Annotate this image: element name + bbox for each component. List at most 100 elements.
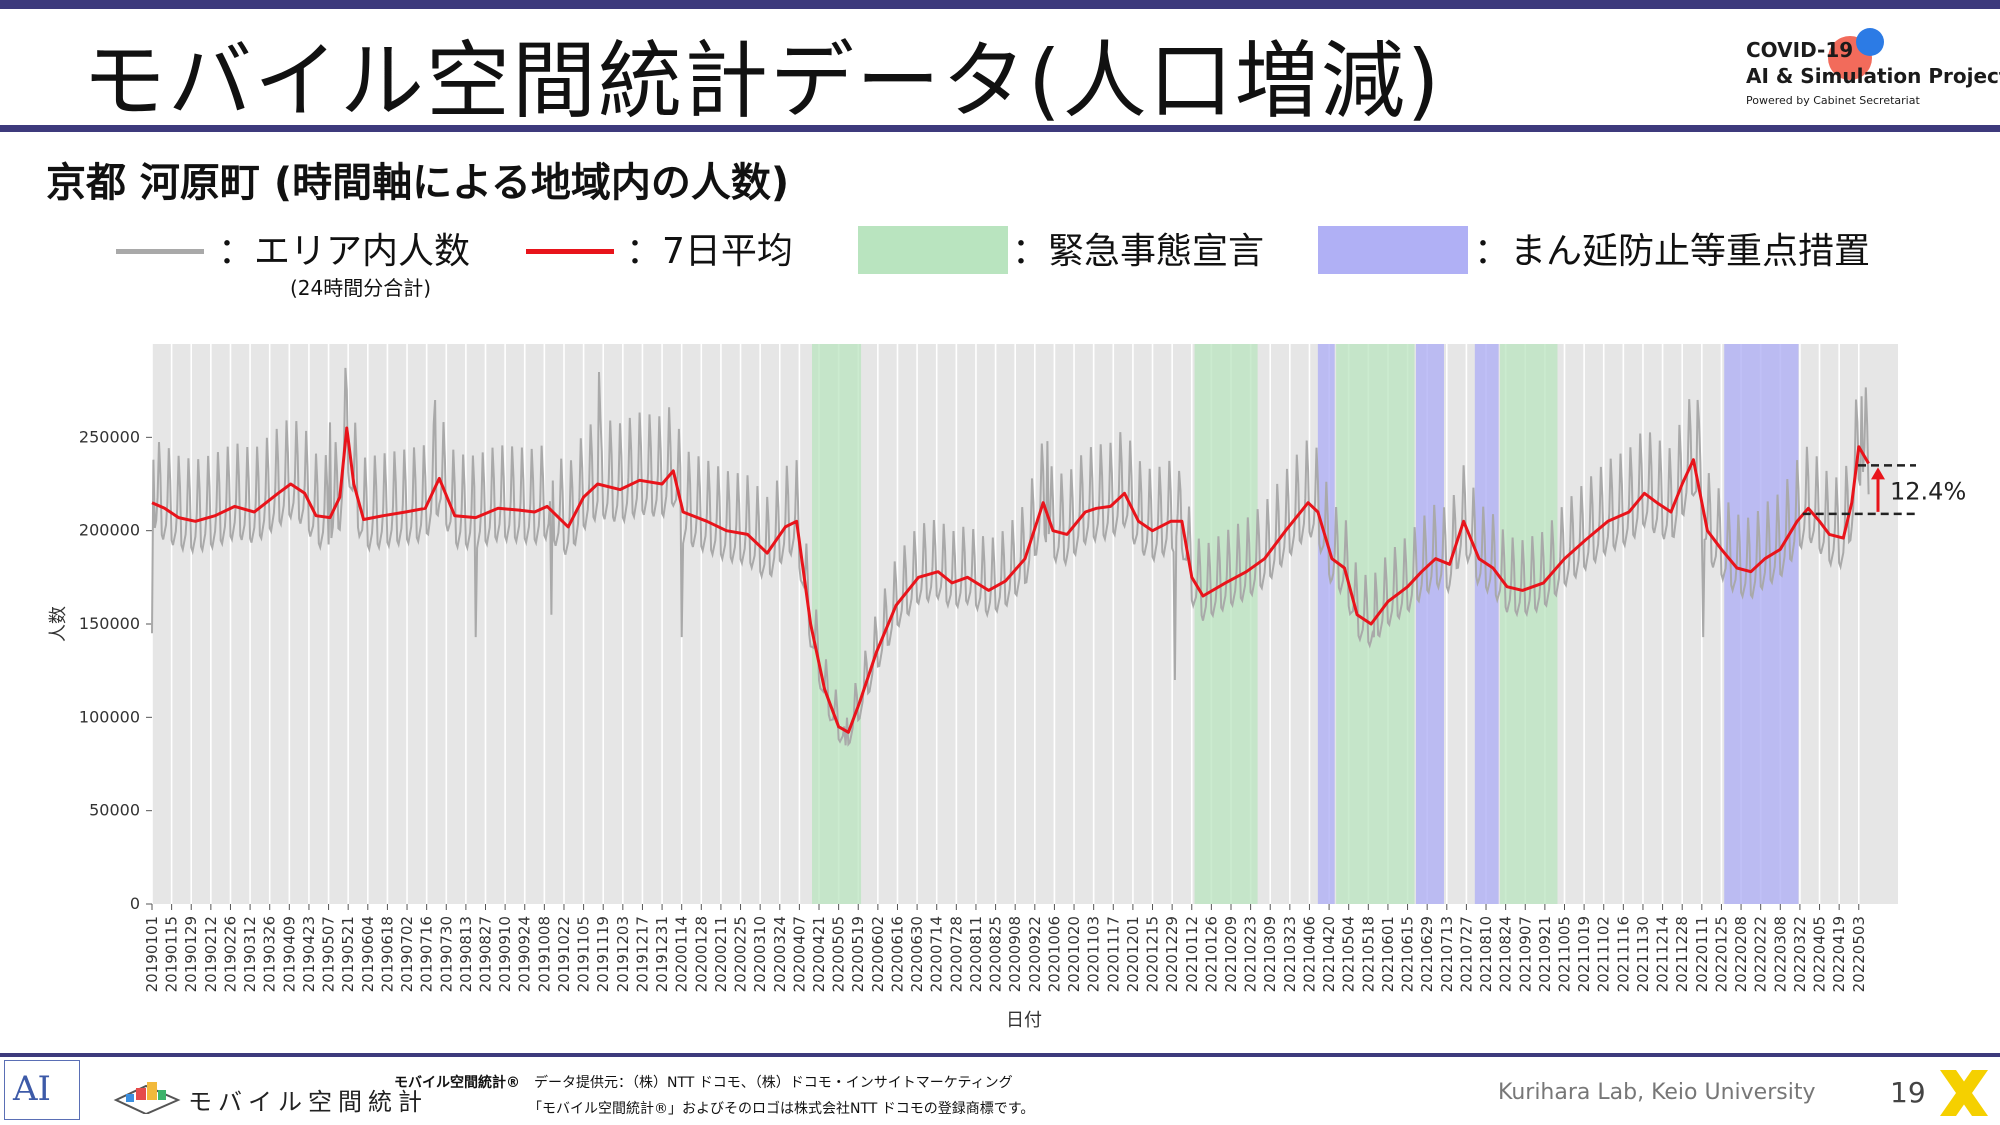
emergency-period-band [1500, 344, 1558, 904]
x-tick-label: 20200908 [1006, 916, 1024, 992]
x-tick-label: 20220308 [1771, 916, 1789, 992]
x-tick-label: 20210504 [1340, 916, 1358, 992]
x-tick-label: 20201020 [1065, 916, 1083, 992]
x-tick-label: 20191119 [594, 916, 612, 992]
x-tick-label: 20200324 [771, 916, 789, 992]
x-tick-label: 20200728 [947, 916, 965, 992]
x-tick-label: 20200602 [869, 916, 887, 992]
bottom-rule [0, 1053, 2000, 1057]
emergency-period-band [1336, 344, 1415, 904]
x-tick-label: 20201229 [1163, 916, 1181, 992]
x-brand-logo-icon [1940, 1070, 1988, 1116]
y-tick-label: 150000 [79, 614, 140, 633]
x-tick-label: 20190827 [477, 916, 495, 992]
x-tick-label: 20201103 [1085, 916, 1103, 992]
priority-period-band [1474, 344, 1499, 904]
x-tick-label: 20210126 [1202, 916, 1220, 992]
x-tick-label: 20200630 [908, 916, 926, 992]
logo-blue-circle-icon [1856, 28, 1884, 56]
x-tick-label: 20200310 [751, 916, 769, 992]
x-tick-label: 20190910 [496, 916, 514, 992]
x-tick-label: 20191022 [555, 916, 573, 992]
x-tick-label: 20220405 [1811, 916, 1829, 992]
x-tick-label: 20210406 [1300, 916, 1318, 992]
x-tick-label: 20190716 [418, 916, 436, 992]
x-tick-label: 20190604 [359, 916, 377, 992]
x-tick-label: 20211116 [1614, 916, 1632, 992]
x-tick-label: 20210713 [1438, 916, 1456, 992]
x-tick-label: 20210810 [1477, 916, 1495, 992]
x-tick-label: 20191203 [614, 916, 632, 992]
x-tick-label: 20190924 [516, 916, 534, 992]
ai-lab-logo-text: AI [13, 1069, 51, 1109]
period-bands [812, 344, 1799, 904]
x-tick-label: 20211228 [1673, 916, 1691, 992]
x-tick-label: 20191217 [633, 916, 651, 992]
mobile-stats-logo-text: モバイル空間統計 [188, 1088, 428, 1116]
project-logo-line2: AI & Simulation Project [1746, 64, 2000, 88]
legend-avg-swatch [526, 249, 614, 254]
x-tick-label: 20211214 [1654, 916, 1672, 992]
priority-period-band [1317, 344, 1335, 904]
x-tick-label: 20210921 [1536, 916, 1554, 992]
x-tick-label: 20200505 [830, 916, 848, 992]
y-tick-label: 200000 [79, 521, 140, 540]
avg7-line [151, 426, 1870, 734]
x-tick-label: 20200114 [673, 916, 691, 992]
title-rule [0, 125, 2000, 132]
x-tick-label: 20200616 [888, 916, 906, 992]
x-tick-label: 20190115 [163, 916, 181, 992]
y-tick-label: 50000 [89, 801, 140, 820]
x-tick-label: 20220503 [1850, 916, 1868, 992]
x-tick-label: 20200519 [849, 916, 867, 992]
x-tick-label: 20190129 [182, 916, 200, 992]
x-tick-label: 20210629 [1418, 916, 1436, 992]
annotation-label: 12.4% [1890, 478, 1966, 506]
emergency-period-band [1194, 344, 1258, 904]
x-tick-label: 20210824 [1497, 916, 1515, 992]
series-area-count [151, 367, 1870, 747]
slide-title: モバイル空間統計データ(人口増減) [82, 32, 1442, 130]
x-tick-label: 20191231 [653, 916, 671, 992]
x-tick-label: 20200407 [790, 916, 808, 992]
x-tick-label: 20190507 [320, 916, 338, 992]
x-tick-label: 20210601 [1379, 916, 1397, 992]
project-logo: COVID-19 AI & Simulation Project Powered… [1746, 28, 2000, 118]
x-tick-label: 20220125 [1712, 916, 1730, 992]
x-tick-label: 20220419 [1830, 916, 1848, 992]
x-tick-label: 20210209 [1222, 916, 1240, 992]
y-tick-label: 100000 [79, 707, 140, 726]
legend-emergency-label: ：緊急事態宣言 [1012, 231, 1265, 272]
x-tick-label: 20190226 [221, 916, 239, 992]
x-tick-label: 20201006 [1045, 916, 1063, 992]
x-tick-label: 20190101 [143, 916, 161, 992]
x-tick-label: 20190813 [457, 916, 475, 992]
x-tick-label: 20190702 [398, 916, 416, 992]
x-tick-label: 20201117 [1104, 916, 1122, 992]
annotation-arrow-head [1871, 467, 1885, 480]
priority-period-band [1724, 344, 1799, 904]
x-tick-label: 20210309 [1261, 916, 1279, 992]
project-logo-line1: COVID-19 [1746, 38, 1854, 62]
legend-raw-label: ：エリア内人数 [218, 231, 471, 272]
x-axis: 20190101 20190115 20190129 20190212 20190226… [143, 904, 1868, 992]
x-tick-label: 20200811 [967, 916, 985, 992]
x-tick-label: 20210615 [1399, 916, 1417, 992]
x-tick-label: 20211102 [1595, 916, 1613, 992]
legend-raw-swatch [116, 249, 204, 254]
x-axis-label: 日付 [1006, 1010, 1042, 1031]
x-tick-label: 20191105 [575, 916, 593, 992]
x-tick-label: 20220322 [1791, 916, 1809, 992]
x-tick-label: 20200211 [712, 916, 730, 992]
x-tick-label: 20220208 [1732, 916, 1750, 992]
y-axis: 0 50000 100000 150000 200000 250000 [79, 427, 152, 913]
mobile-stats-logo-icon [113, 1082, 181, 1114]
top-rule [0, 0, 2000, 9]
footer-trademark: 「モバイル空間統計®」およびそのロゴは株式会社NTT ドコモの登録商標です。 [528, 1101, 1035, 1117]
x-tick-label: 20200225 [732, 916, 750, 992]
x-tick-label: 20210907 [1516, 916, 1534, 992]
x-tick-label: 20200714 [928, 916, 946, 992]
plot-background [152, 344, 1898, 904]
footer-brand: モバイル空間統計® [394, 1075, 520, 1091]
